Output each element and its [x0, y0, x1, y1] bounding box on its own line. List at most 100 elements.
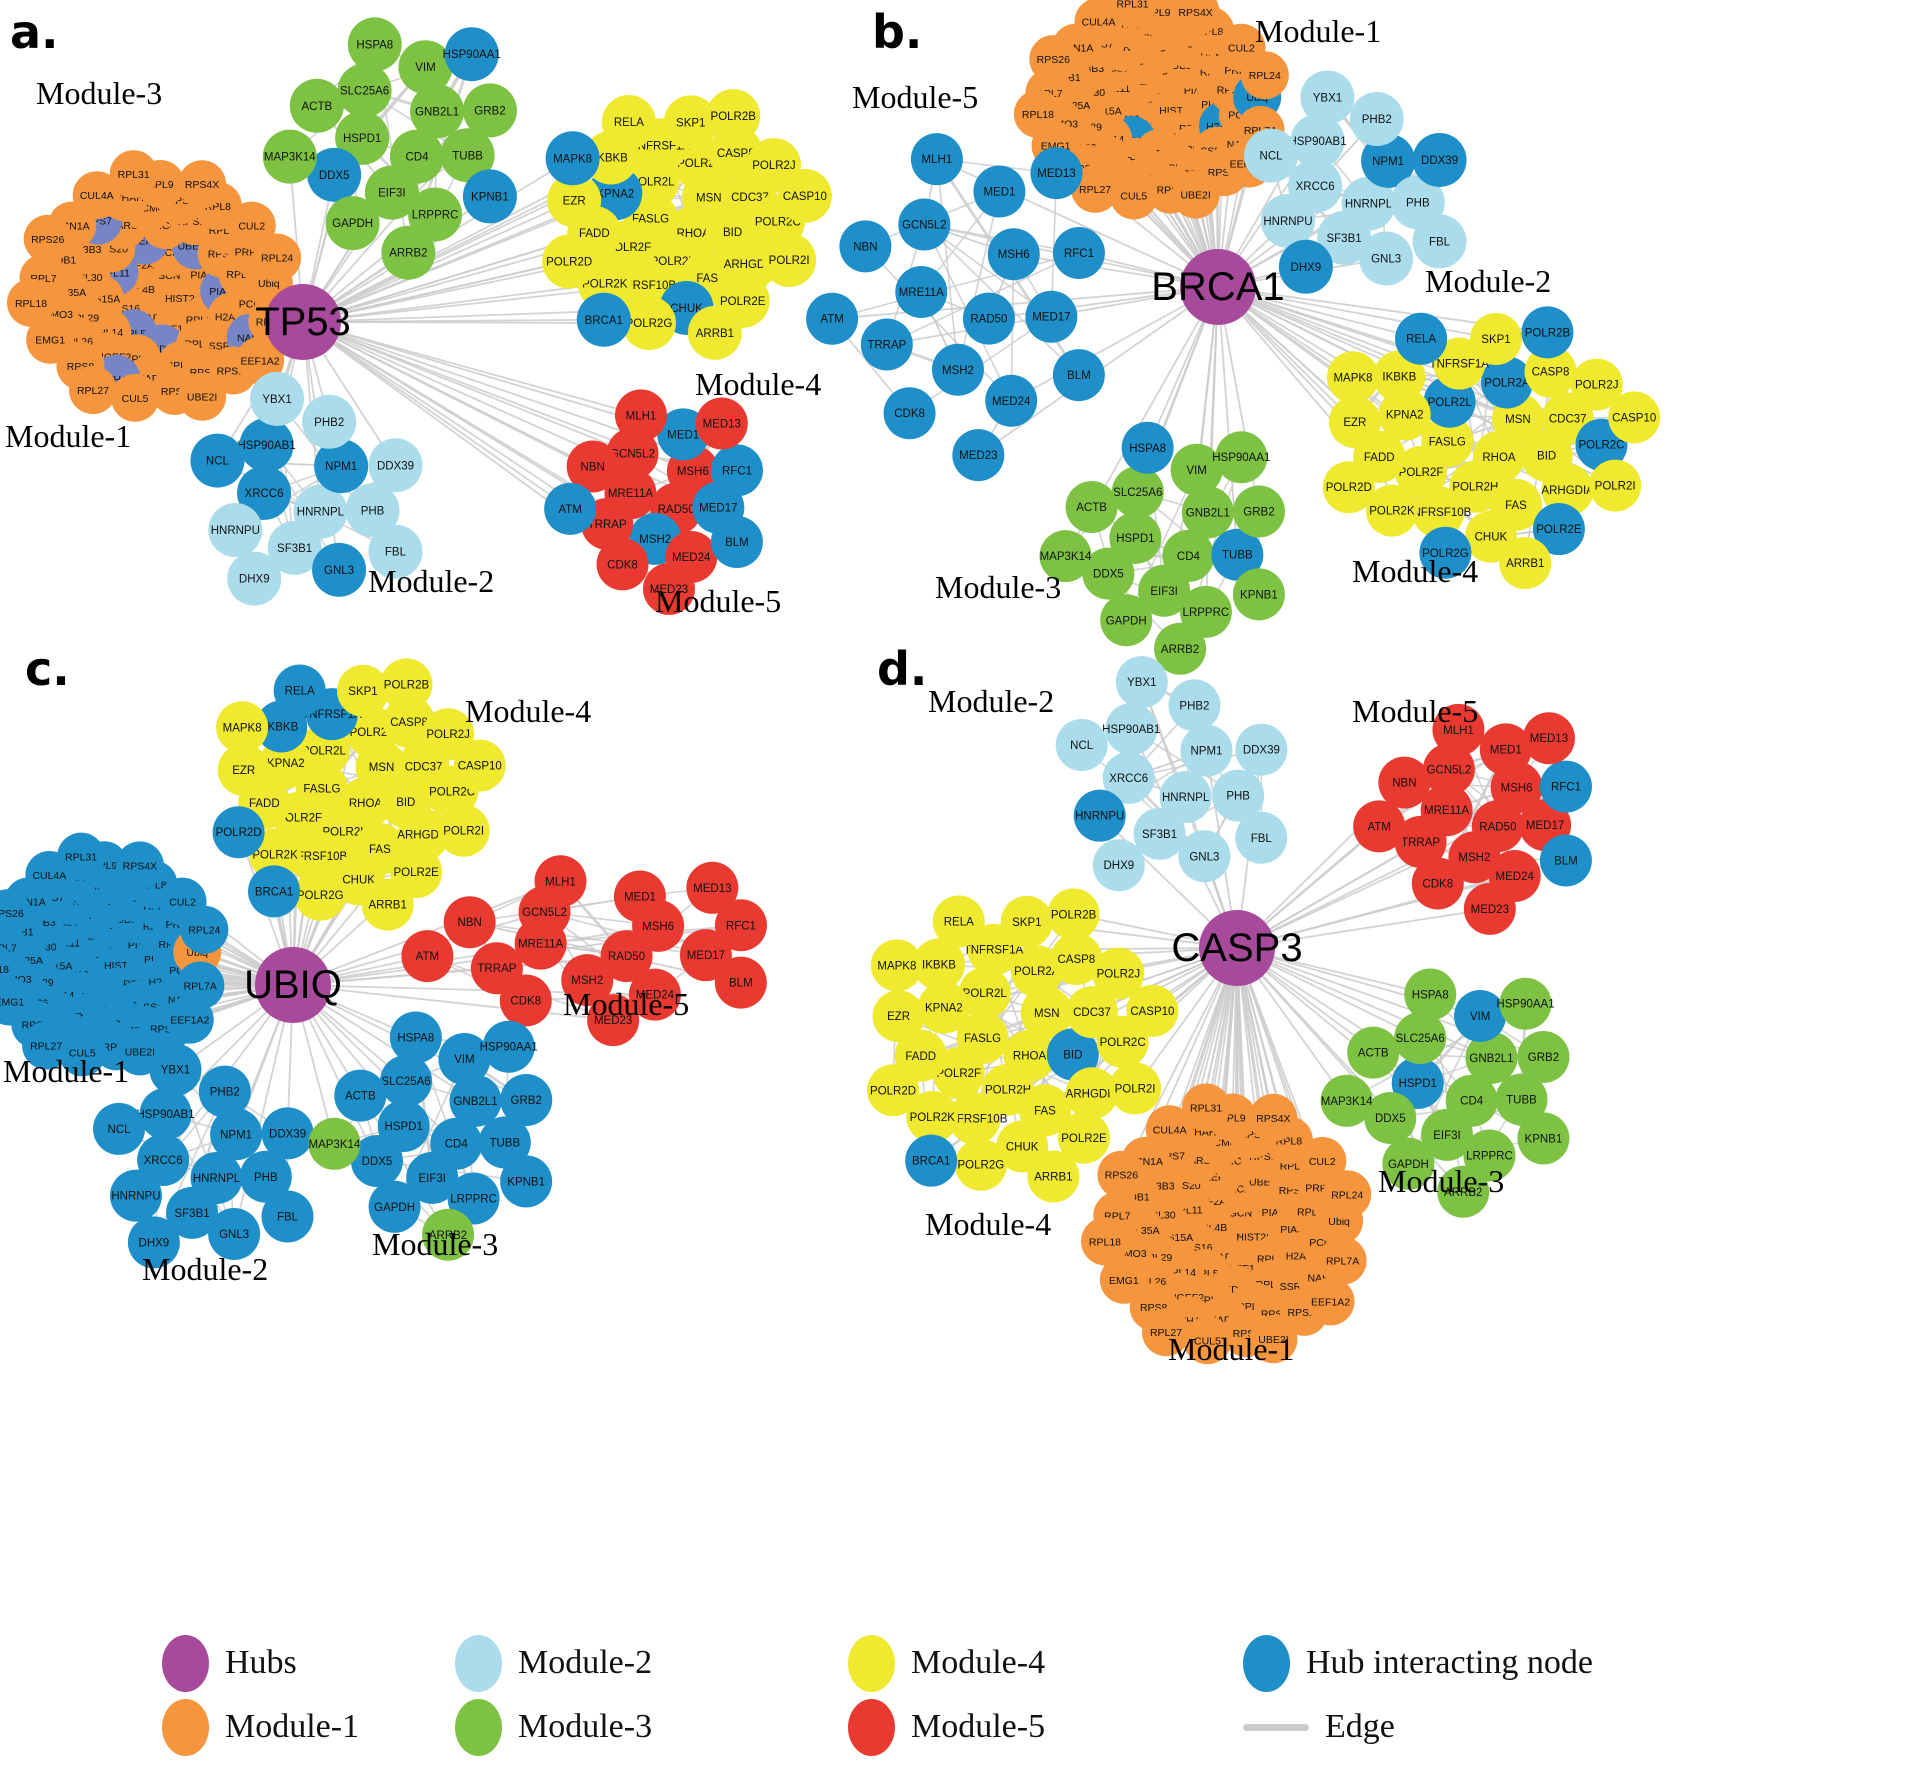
nodes-layer: RPS13CUL4BGCN1L1TARSEIF2AHIST2H2BERPS16M… — [806, 0, 1661, 675]
node-RPL24 — [1240, 51, 1289, 100]
node-MED13 — [695, 397, 748, 450]
node-label-HSPD1: HSPD1 — [343, 133, 381, 145]
node-label-ACTB: ACTB — [1076, 502, 1107, 514]
node-label-BID: BID — [1537, 451, 1556, 463]
node-label-FADD: FADD — [579, 228, 610, 240]
node-MED13 — [1522, 712, 1575, 765]
module-label-module-3: Module-3 — [372, 1226, 498, 1262]
node-label-DDX39: DDX39 — [269, 1128, 306, 1140]
node-ARHGDIA — [1065, 1067, 1118, 1120]
node-MAPK8 — [545, 131, 600, 186]
module-label-module-2: Module-2 — [928, 683, 1054, 719]
node-label-NBN: NBN — [853, 241, 877, 253]
node-label-RFC1: RFC1 — [726, 920, 756, 932]
node-label-TRRAP: TRRAP — [588, 519, 627, 531]
node-label-TRRAP: TRRAP — [477, 963, 516, 975]
node-label-EIF3I: EIF3I — [378, 188, 405, 200]
node-label-MSH2: MSH2 — [1458, 852, 1490, 864]
node-UBE2I — [178, 372, 227, 421]
node-MED24 — [985, 374, 1038, 427]
node-EIF3I — [406, 1151, 459, 1204]
node-KPNB1 — [1232, 568, 1285, 621]
node-label-FASLG: FASLG — [964, 1033, 1001, 1045]
node-RPS26 — [23, 214, 72, 263]
panel-d: HNRNPL XRCC6 NPM1 SF3B1 HSP90AB1 PHB HNRNPU PHB… — [867, 642, 1592, 1367]
module-label-module-4: Module-4 — [925, 1206, 1051, 1242]
hub-label-BRCA1: BRCA1 — [1151, 265, 1284, 309]
node-label-TUBB: TUBB — [452, 150, 483, 162]
node-label-ATM: ATM — [558, 504, 581, 516]
node-BRCA1 — [905, 1134, 958, 1187]
node-label-MSH2: MSH2 — [571, 975, 603, 987]
node-CASP10 — [1608, 391, 1661, 444]
node-GNB2L1 — [410, 84, 465, 139]
node-HSPD1 — [1109, 511, 1162, 564]
node-label-POLR2K: POLR2K — [252, 850, 298, 862]
node-POLR2I — [762, 233, 817, 288]
node-ARRB1 — [1499, 537, 1552, 590]
node-MED23 — [1463, 882, 1516, 935]
node-label-MRE11A: MRE11A — [1424, 805, 1469, 817]
node-NBN — [443, 896, 496, 949]
node-label-CASP8: CASP8 — [1532, 367, 1570, 379]
node-NCL — [93, 1102, 146, 1155]
module-label-module-3: Module-3 — [36, 75, 162, 111]
node-RPS4X — [1249, 1093, 1298, 1142]
node-label-HSP90AB1: HSP90AB1 — [237, 440, 295, 452]
node-label-POLR2G: POLR2G — [626, 318, 673, 330]
node-label-YBX1: YBX1 — [262, 394, 291, 406]
node-KPNB1 — [1517, 1112, 1570, 1165]
node-label-RHOA: RHOA — [1482, 452, 1516, 464]
node-label-VIM: VIM — [454, 1054, 474, 1066]
module-label-module-3: Module-3 — [1378, 1163, 1504, 1199]
node-label-KPNA2: KPNA2 — [1386, 410, 1424, 422]
node-NBN — [566, 440, 619, 493]
node-RPS26 — [0, 889, 32, 938]
node-label-RPL31: RPL31 — [1117, 0, 1149, 11]
node-label-MED23: MED23 — [1471, 904, 1509, 916]
node-label-POLR2H: POLR2H — [1452, 482, 1498, 494]
node-label-GNB2L1: GNB2L1 — [1469, 1053, 1513, 1065]
node-label-FASLG: FASLG — [303, 783, 340, 795]
node-GNB2L1 — [1465, 1031, 1518, 1084]
node-GRB2 — [500, 1073, 553, 1126]
node-RPL31 — [109, 150, 158, 199]
node-label-EZR: EZR — [887, 1011, 910, 1023]
node-MLH1 — [910, 133, 963, 186]
node-GNL3 — [312, 542, 367, 597]
node-DDX5 — [1364, 1091, 1417, 1144]
node-label-POLR2G: POLR2G — [1422, 548, 1469, 560]
node-label-RAD50: RAD50 — [1479, 821, 1516, 833]
node-label-HSPD1: HSPD1 — [1399, 1078, 1437, 1090]
node-GCN5L2 — [898, 198, 951, 251]
node-label-FADD: FADD — [905, 1051, 936, 1063]
node-PHB2 — [1168, 679, 1221, 732]
node-MLH1 — [534, 855, 587, 908]
node-label-MED1: MED1 — [624, 891, 656, 903]
node-label-PHB: PHB — [1226, 791, 1250, 803]
node-label-RPS4X: RPS4X — [185, 179, 219, 191]
node-label-RPL18: RPL18 — [0, 964, 9, 976]
node-label-NBN: NBN — [458, 917, 482, 929]
node-label-CHUK: CHUK — [1475, 532, 1508, 544]
node-label-POLR2I: POLR2I — [1115, 1083, 1156, 1095]
hub-label-TP53: TP53 — [255, 300, 351, 344]
node-label-CUL5: CUL5 — [1194, 1335, 1221, 1347]
node-DDX5 — [350, 1134, 403, 1187]
node-label-POLR2F: POLR2F — [936, 1068, 981, 1080]
node-label-BID: BID — [1063, 1049, 1082, 1061]
node-CUL4A — [72, 171, 121, 220]
node-RELA — [1395, 312, 1448, 365]
node-label-RPL18: RPL18 — [15, 298, 47, 310]
node-CDK8 — [1411, 857, 1464, 910]
node-RPL31 — [57, 832, 106, 881]
node-RPL18 — [7, 278, 56, 327]
node-CUL2 — [1298, 1136, 1347, 1185]
node-label-VIM: VIM — [1470, 1011, 1490, 1023]
node-label-DHX9: DHX9 — [1103, 860, 1134, 872]
node-label-TUBB: TUBB — [1222, 550, 1253, 562]
hub-node-UBIQ — [255, 947, 331, 1023]
node-label-MED13: MED13 — [703, 419, 741, 431]
node-FBL — [261, 1190, 314, 1243]
node-label-GNL3: GNL3 — [1189, 851, 1219, 863]
